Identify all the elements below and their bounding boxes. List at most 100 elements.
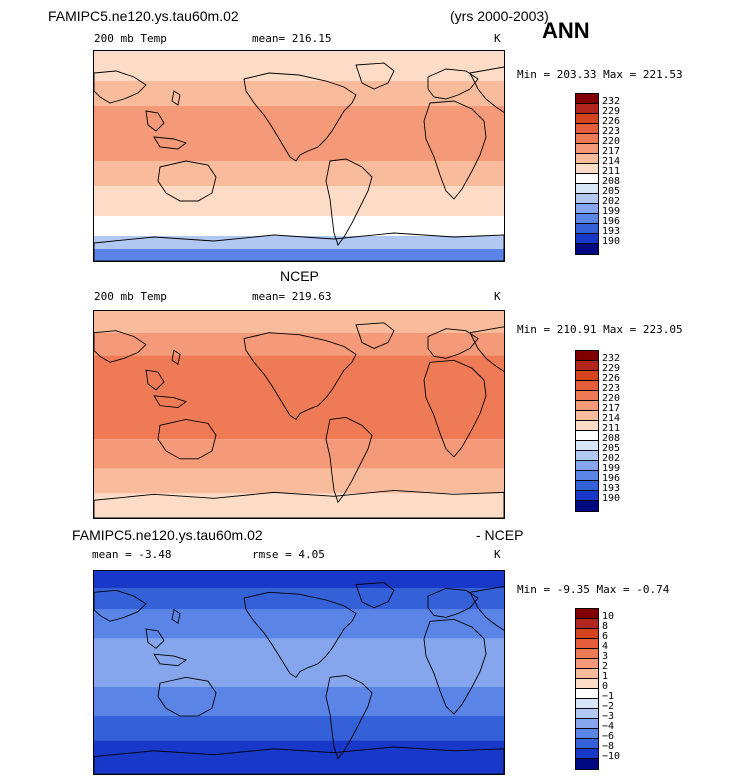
colorbar-tick-label: 193 (602, 483, 621, 494)
colorbar-tick-label: −8 (602, 741, 615, 752)
colorbar-tick-label: 211 (602, 166, 621, 177)
coastline (427, 328, 479, 359)
difference-map (93, 570, 505, 775)
coastline (355, 62, 395, 90)
coastline (325, 674, 373, 760)
colorbar-tick-label: 217 (602, 403, 621, 414)
panel1-field-label: 200 mb Temp (94, 32, 167, 45)
colorbar-tick-label: 205 (602, 443, 621, 454)
colorbar-tick-label: 196 (602, 473, 621, 484)
colorbar-swatch (576, 729, 598, 739)
colorbar-swatch (576, 144, 598, 154)
contour-band (94, 216, 504, 236)
colorbar-tick-label: 232 (602, 96, 621, 107)
coastline (171, 608, 181, 624)
coastline (94, 489, 504, 518)
colorbar-swatch (576, 351, 598, 361)
coastline (145, 628, 165, 649)
difference-colorbar (575, 608, 599, 770)
coastline (145, 110, 165, 132)
colorbar-swatch (576, 174, 598, 184)
panel3-units-label: K (494, 548, 501, 561)
coastline (243, 591, 357, 678)
colorbar-swatch (576, 501, 598, 511)
colorbar-swatch (576, 689, 598, 699)
coastline (423, 100, 487, 200)
coastline (427, 68, 479, 100)
colorbar-swatch (576, 164, 598, 174)
colorbar-tick-label: −1 (602, 691, 615, 702)
colorbar-tick-label: 217 (602, 146, 621, 157)
colorbar-tick-label: −2 (602, 701, 615, 712)
colorbar-tick-label: 202 (602, 196, 621, 207)
colorbar-tick-label: 226 (602, 373, 621, 384)
coastline (153, 136, 187, 150)
colorbar-swatch (576, 629, 598, 639)
contour-band (94, 638, 504, 687)
coastline (325, 417, 373, 504)
coastline (157, 418, 217, 460)
coastline (325, 158, 373, 246)
colorbar-swatch (576, 154, 598, 164)
colorbar-tick-label: 190 (602, 236, 621, 247)
colorbar-swatch (576, 421, 598, 431)
coastline (355, 582, 395, 609)
contour-band (94, 311, 504, 333)
coastline (423, 618, 487, 715)
colorbar-swatch (576, 204, 598, 214)
contour-band (94, 588, 504, 610)
coastline (153, 395, 187, 409)
colorbar-swatch (576, 431, 598, 441)
contour-band (94, 106, 504, 161)
colorbar-swatch (576, 659, 598, 669)
colorbar-tick-label: 2 (602, 661, 609, 672)
season-label: ANN (542, 18, 590, 43)
colorbar-tick-label: 205 (602, 186, 621, 197)
colorbar-tick-label: −10 (602, 751, 621, 762)
coastline (94, 330, 147, 363)
colorbar-swatch (576, 134, 598, 144)
colorbar-swatch (576, 184, 598, 194)
colorbar-swatch (576, 224, 598, 234)
ncep-temperature-map (93, 310, 505, 519)
colorbar-tick-label: 223 (602, 126, 621, 137)
colorbar-tick-label: 229 (602, 106, 621, 117)
contour-band (94, 571, 504, 589)
coastline (171, 349, 181, 365)
colorbar-tick-label: −6 (602, 731, 615, 742)
coastline (145, 369, 165, 391)
colorbar-tick-label: 10 (602, 611, 615, 622)
panel3-title-right: - NCEP (476, 527, 524, 543)
panel3-mean-label: mean = -3.48 (92, 548, 172, 561)
colorbar-tick-label: 220 (602, 136, 621, 147)
colorbar-tick-label: 3 (602, 651, 609, 662)
colorbar-tick-label: 202 (602, 453, 621, 464)
colorbar-swatch (576, 749, 598, 759)
colorbar-tick-label: 6 (602, 631, 609, 642)
panel2-units-label: K (494, 290, 501, 303)
colorbar-swatch (576, 401, 598, 411)
coastline (243, 332, 357, 421)
panel1-mean-label: mean= 216.15 (252, 32, 332, 45)
colorbar-swatch (576, 619, 598, 629)
coastline (94, 589, 147, 622)
colorbar-swatch (576, 114, 598, 124)
coastline (469, 66, 504, 113)
colorbar-swatch (576, 234, 598, 244)
contour-band (94, 51, 504, 81)
contour-band (94, 687, 504, 716)
colorbar-tick-label: 214 (602, 413, 621, 424)
coastline (171, 90, 181, 106)
colorbar-swatch (576, 391, 598, 401)
panel2-field-label: 200 mb Temp (94, 290, 167, 303)
coastline (94, 70, 147, 104)
contour-band (94, 249, 504, 261)
colorbar-tick-label: 0 (602, 681, 609, 692)
colorbar-tick-label: 214 (602, 156, 621, 167)
colorbar-tick-label: 223 (602, 383, 621, 394)
coastline (427, 587, 479, 618)
ncep-colorbar (575, 350, 599, 512)
colorbar-swatch (576, 649, 598, 659)
panel1-minmax-label: Min = 203.33 Max = 221.53 (517, 68, 683, 81)
colorbar-tick-label: 208 (602, 433, 621, 444)
